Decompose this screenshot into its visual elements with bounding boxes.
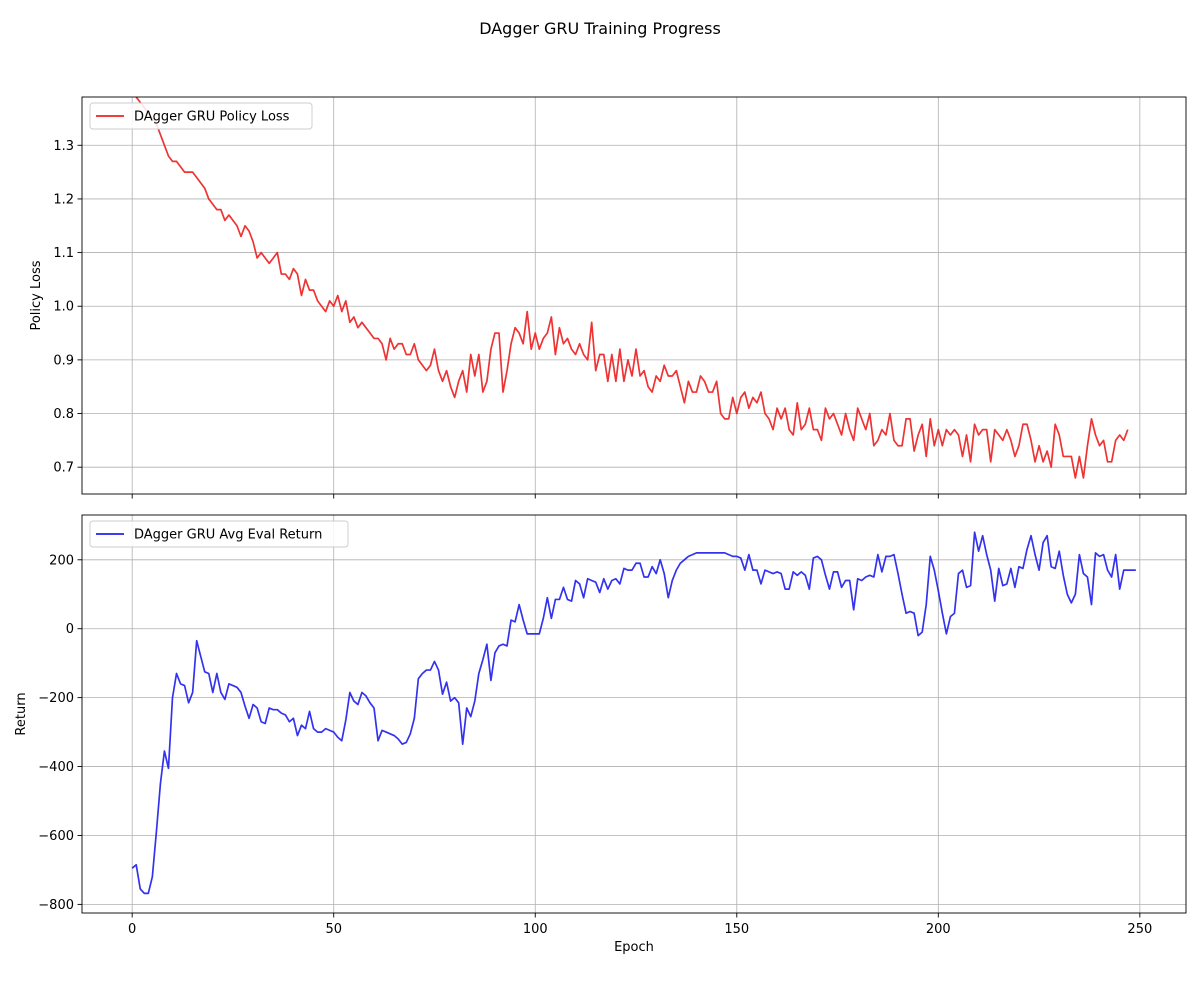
policy-loss-y-tick-label: 1.2 <box>53 192 74 207</box>
eval-return-legend-box <box>89 520 349 548</box>
figure-title: DAgger GRU Training Progress <box>479 19 721 38</box>
eval-return-x-tick-label: 50 <box>325 922 342 937</box>
policy-loss-y-tick-label: 0.9 <box>53 353 74 368</box>
eval-return-y-axis-label: Return <box>14 692 29 735</box>
eval-return-x-tick-label: 0 <box>128 922 136 937</box>
eval-return-legend: DAgger GRU Avg Eval Return <box>89 520 349 548</box>
policy-loss-legend-box <box>89 102 313 130</box>
policy-loss-axes-frame <box>81 96 1187 495</box>
policy-loss-y-tick-label: 1.1 <box>53 246 74 261</box>
policy-loss-panel: 0.7 0.8 0.9 1.0 1.1 1.2 1.3 Policy Loss DAgger G… <box>29 96 1187 499</box>
eval-return-series-line <box>131 531 1136 895</box>
eval-return-y-tick-label: 200 <box>49 553 74 568</box>
policy-loss-y-tick-label: 1.3 <box>53 139 74 154</box>
eval-return-y-tick-label: −400 <box>38 760 74 775</box>
policy-loss-y-axis-label: Policy Loss <box>29 260 44 330</box>
eval-return-legend-label: DAgger GRU Avg Eval Return <box>134 528 322 543</box>
policy-loss-y-tick-label: 0.7 <box>53 461 74 476</box>
eval-return-x-axis-label: Epoch <box>614 940 654 955</box>
policy-loss-y-tick-label: 1.0 <box>53 300 74 315</box>
eval-return-y-tick-label: −800 <box>38 898 74 913</box>
eval-return-panel: 0 50 100 150 200 250 −800 −600 −400 −200 0 200 Retur… <box>14 514 1187 955</box>
policy-loss-y-tick-label: 0.8 <box>53 407 74 422</box>
policy-loss-series-line <box>135 97 1129 479</box>
eval-return-x-tick-label: 150 <box>724 922 749 937</box>
eval-return-y-tick-label: −200 <box>38 691 74 706</box>
eval-return-y-tick-label: −600 <box>38 829 74 844</box>
eval-return-axes-frame <box>81 514 1187 914</box>
eval-return-y-tick-label: 0 <box>66 622 74 637</box>
eval-return-x-tick-label: 100 <box>523 922 548 937</box>
eval-return-x-tick-label: 250 <box>1127 922 1152 937</box>
policy-loss-legend: DAgger GRU Policy Loss <box>89 102 313 130</box>
policy-loss-legend-label: DAgger GRU Policy Loss <box>134 110 290 125</box>
eval-return-x-tick-label: 200 <box>926 922 951 937</box>
